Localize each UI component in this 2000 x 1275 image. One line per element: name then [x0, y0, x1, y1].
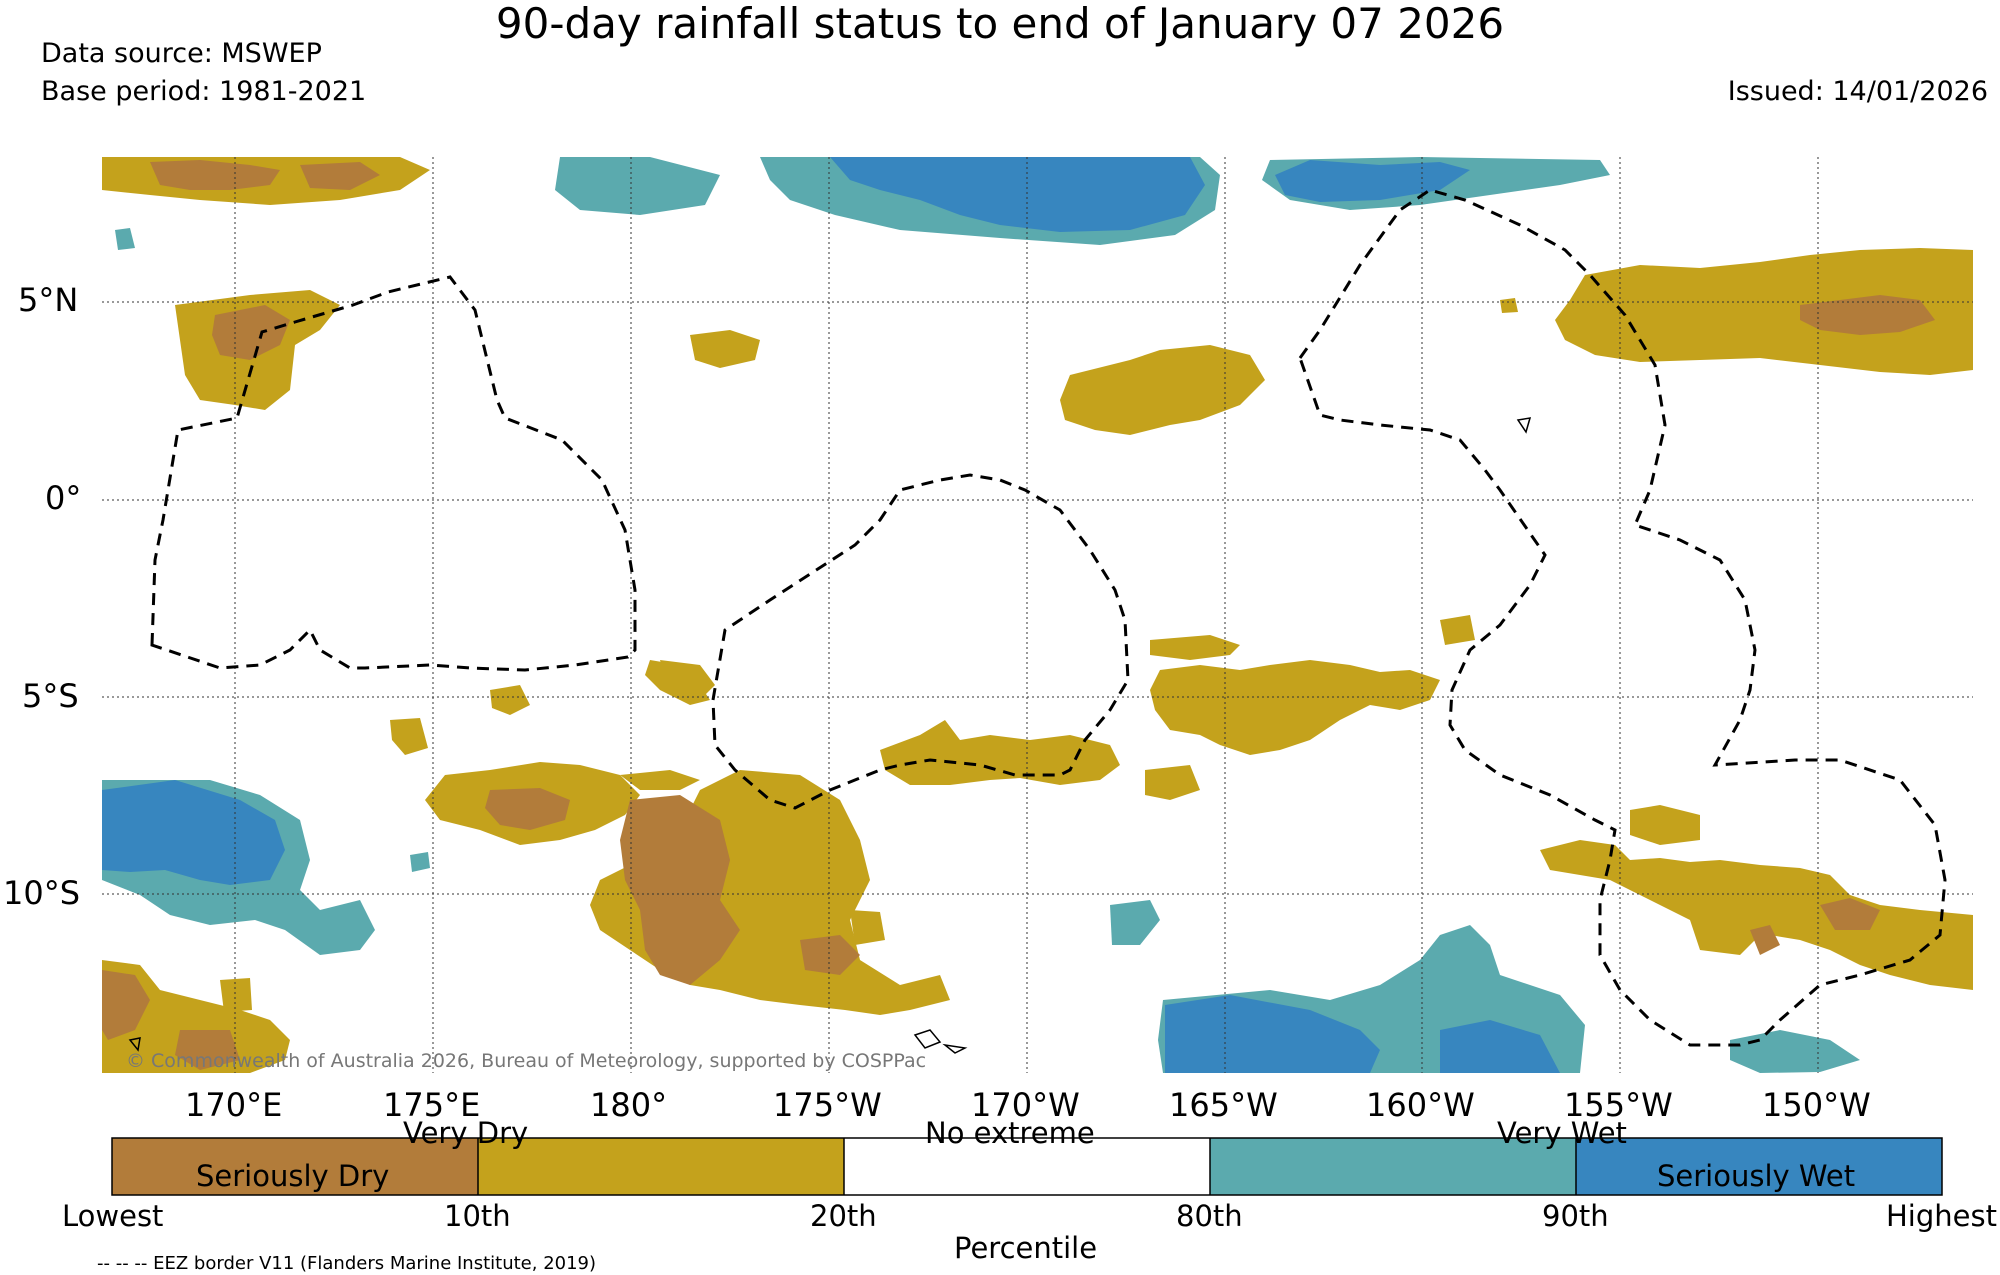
map-title: 90-day rainfall status to end of January… [495, 0, 1505, 48]
eez-borders [150, 188, 1947, 1047]
lon-label-170e: 170°E [185, 1086, 283, 1124]
very-dry-regions [102, 157, 1973, 1073]
legend-tick-lowest: Lowest [62, 1199, 164, 1233]
lon-label-175e: 175°E [383, 1086, 481, 1124]
colorbar-very-wet [1210, 1138, 1576, 1195]
legend-label-very-dry: Very Dry [403, 1116, 529, 1150]
colorbar-seriously-wet [1576, 1138, 1942, 1195]
legend-label-seriously-wet: Seriously Wet [1657, 1159, 1856, 1193]
legend-tick-20th: 20th [810, 1199, 877, 1233]
legend-label-seriously-dry: Seriously Dry [196, 1159, 390, 1193]
lon-label-155w: 155°W [1564, 1086, 1673, 1124]
lat-label-0: 0° [45, 479, 82, 517]
lon-label-165w: 165°W [1169, 1086, 1278, 1124]
colorbar-no-extreme [844, 1138, 1210, 1195]
seriously-wet-regions [102, 157, 1560, 1073]
copyright-notice: © Commonwealth of Australia 2026, Bureau… [126, 1050, 927, 1072]
data-source-label: Data source: MSWEP [41, 38, 322, 69]
lon-label-170w: 170°W [971, 1086, 1080, 1124]
legend-tick-highest: Highest [1886, 1199, 1997, 1233]
issued-date-label: Issued: 14/01/2026 [1727, 76, 1988, 107]
legend-label-no-extreme: No extreme [925, 1116, 1095, 1150]
lat-label-5n: 5°N [18, 281, 79, 319]
legend-tick-80th: 80th [1176, 1199, 1243, 1233]
lat-lon-grid [102, 157, 1973, 1073]
island-outlines [128, 417, 1532, 1054]
colorbar-very-dry [478, 1138, 844, 1195]
legend-tick-90th: 90th [1542, 1199, 1609, 1233]
lat-label-5s: 5°S [22, 677, 79, 715]
legend-label-very-wet: Very Wet [1497, 1116, 1627, 1150]
seriously-dry-regions [102, 160, 1935, 1070]
base-period-label: Base period: 1981-2021 [41, 76, 367, 107]
lon-label-150w: 150°W [1762, 1086, 1871, 1124]
lon-label-160w: 160°W [1366, 1086, 1475, 1124]
legend-tick-10th: 10th [444, 1199, 511, 1233]
colorbar [111, 1137, 1943, 1196]
colorbar-seriously-dry [112, 1138, 478, 1195]
eez-footnote: -- -- -- EEZ border V11 (Flanders Marine… [97, 1253, 597, 1274]
lon-label-180: 180° [590, 1086, 668, 1124]
legend-axis-label: Percentile [954, 1231, 1098, 1265]
lat-label-10s: 10°S [3, 874, 81, 912]
lon-label-175w: 175°W [773, 1086, 882, 1124]
